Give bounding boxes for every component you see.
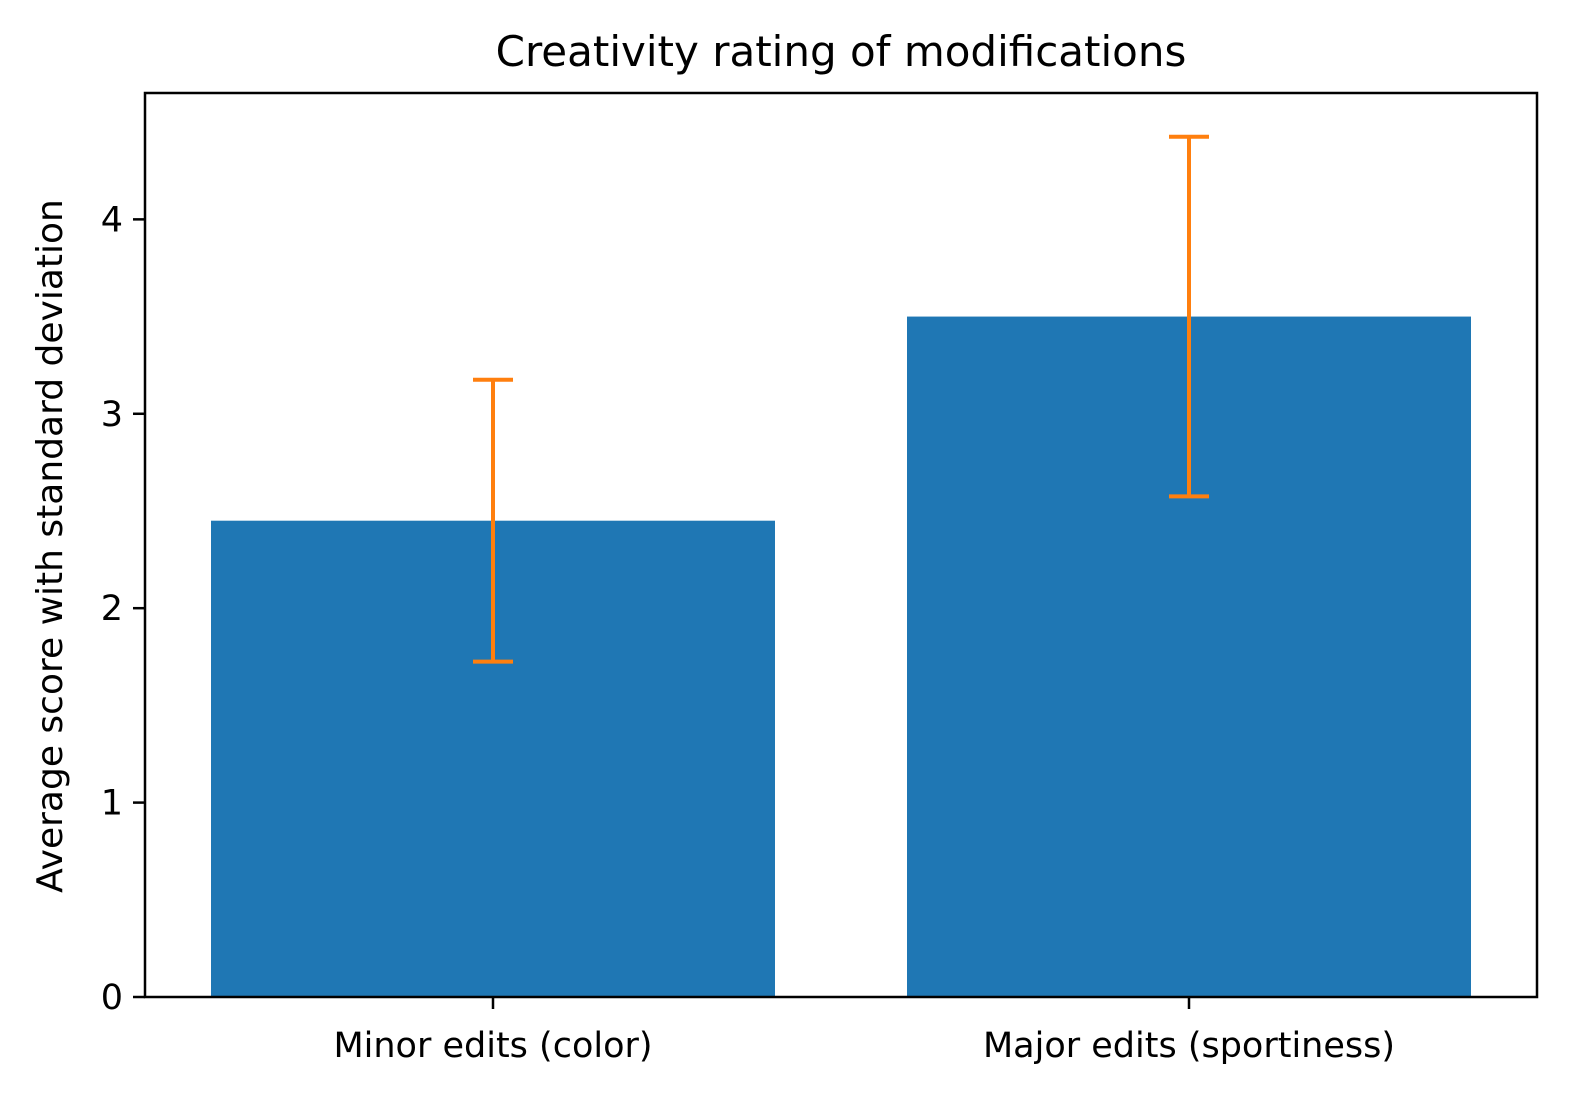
x-tick-label-1: Major edits (sportiness) xyxy=(983,1026,1395,1066)
y-tick-label-2: 2 xyxy=(101,589,123,629)
error-bars-group xyxy=(473,134,1209,664)
bars-group xyxy=(211,316,1471,997)
chart-title: Creativity rating of modifications xyxy=(496,27,1187,76)
y-tick-label-0: 0 xyxy=(101,978,123,1018)
error-bar-0 xyxy=(473,377,513,664)
error-bar-1 xyxy=(1169,134,1209,499)
y-axis-label: Average score with standard deviation xyxy=(30,199,71,893)
x-axis-ticks: Minor edits (color) Major edits (sportine… xyxy=(333,997,1395,1066)
y-axis-ticks: 0 1 2 3 4 xyxy=(101,200,145,1018)
y-tick-label-1: 1 xyxy=(101,784,123,824)
y-tick-label-3: 3 xyxy=(101,395,123,435)
x-tick-label-0: Minor edits (color) xyxy=(333,1026,652,1066)
y-tick-label-4: 4 xyxy=(101,200,123,240)
plot-frame xyxy=(143,91,1539,999)
